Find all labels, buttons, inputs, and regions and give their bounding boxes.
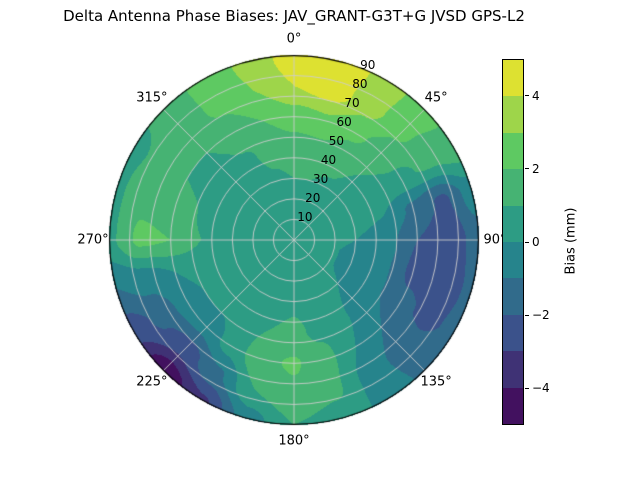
radial-tick-label: 80 [352, 77, 368, 92]
radial-tick-label: 10 [297, 210, 313, 224]
colorbar-band [503, 278, 523, 315]
colorbar-band [503, 205, 523, 243]
colorbar-axis-label: Bias (mm) [563, 207, 579, 275]
radial-tick-label: 60 [336, 115, 352, 130]
theta-tick-label: 270° [77, 232, 109, 248]
theta-tick-label: 0° [286, 31, 302, 47]
colorbar-tick-mark [525, 168, 529, 170]
theta-tick-label: 180° [278, 433, 310, 449]
colorbar-band [503, 60, 523, 97]
colorbar-tick-label: 4 [532, 88, 540, 103]
radial-tick-label: 20 [305, 191, 321, 206]
theta-tick-label: 135° [420, 374, 452, 390]
radial-tick-label: 90 [360, 58, 376, 73]
colorbar-tick-label: −4 [532, 381, 550, 396]
theta-tick-label: 45° [424, 90, 448, 106]
polar-contour-canvas [108, 54, 480, 426]
colorbar-tick-mark [525, 314, 529, 316]
colorbar [502, 59, 524, 425]
colorbar-tick-label: −2 [532, 308, 550, 323]
colorbar-band [503, 387, 523, 425]
colorbar-tick-mark [525, 241, 529, 243]
radial-tick-label: 50 [328, 134, 344, 149]
radial-tick-label: 40 [320, 153, 337, 168]
theta-tick-label: 315° [136, 90, 168, 106]
radial-tick-label: 30 [312, 172, 329, 187]
colorbar-band [503, 242, 523, 279]
radial-tick-label: 70 [344, 96, 360, 111]
colorbar-tick-mark [525, 387, 529, 389]
colorbar-band [503, 169, 523, 206]
colorbar-band [503, 96, 523, 133]
colorbar-tick-label: 0 [532, 235, 540, 249]
colorbar-tick-label: 2 [532, 161, 540, 176]
theta-tick-label: 225° [136, 374, 168, 390]
colorbar-tick-mark [525, 95, 529, 97]
colorbar-band [503, 351, 523, 388]
colorbar-band [503, 132, 523, 170]
theta-tick-label: 90° [483, 232, 507, 248]
chart-title: Delta Antenna Phase Biases: JAV_GRANT-G3… [63, 7, 525, 25]
colorbar-band [503, 314, 523, 352]
